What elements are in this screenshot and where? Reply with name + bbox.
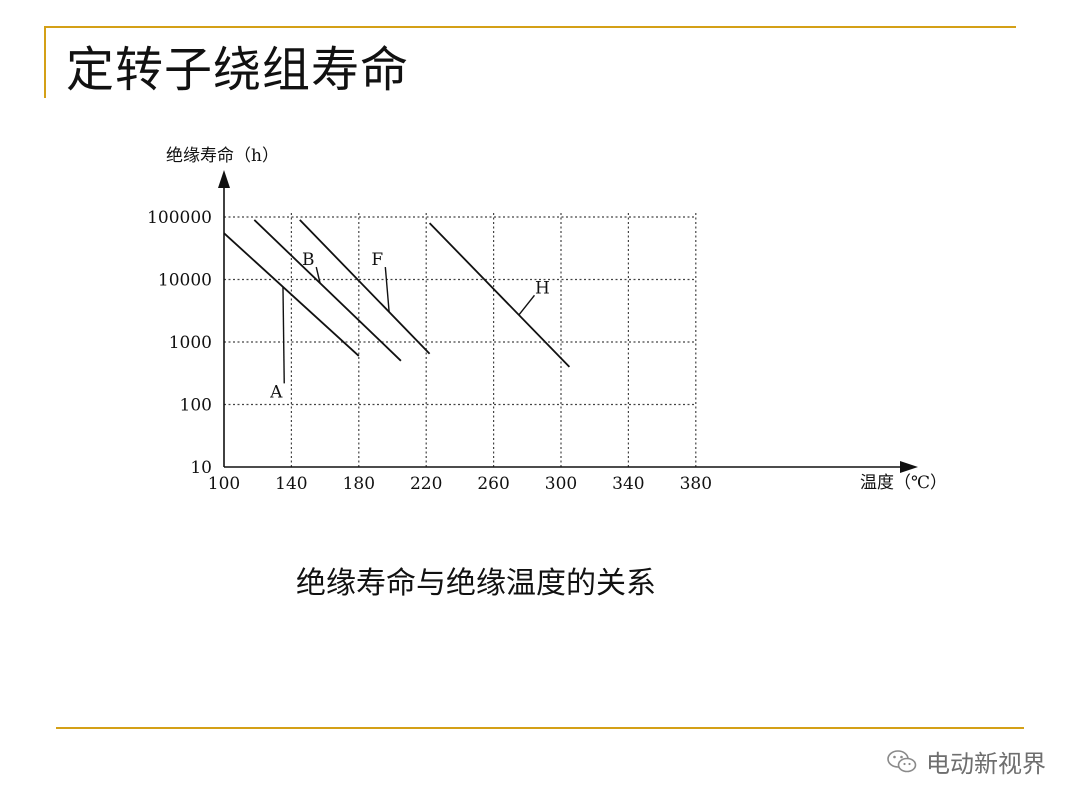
x-tick-label: 180 [343, 474, 375, 494]
x-tick-label: 380 [680, 474, 712, 494]
watermark: 电动新视界 [886, 744, 1046, 779]
footer-accent-line [56, 727, 1024, 729]
y-tick-label: 10000 [158, 271, 212, 291]
series-line-H [428, 222, 571, 368]
series-annotations: A B F H [269, 250, 550, 402]
annotation-leader-A [282, 286, 285, 384]
title-accent-top-line [44, 26, 1016, 28]
annotation-label-H: H [535, 278, 550, 298]
x-tick-label: 340 [612, 474, 644, 494]
series-line-A [223, 232, 360, 357]
series-line-F [299, 219, 431, 355]
chart-series [223, 219, 571, 368]
x-tick-labels: 100 140 180 220 260 300 340 380 [208, 474, 712, 494]
y-tick-label: 10 [190, 458, 212, 478]
x-tick-label: 300 [545, 474, 577, 494]
x-tick-label: 140 [275, 474, 307, 494]
slide-title: 定转子绕组寿命 [66, 42, 410, 98]
title-accent-left-line [44, 26, 46, 98]
x-axis-label: 温度（℃） [860, 473, 947, 493]
x-tick-label: 220 [410, 474, 442, 494]
chart-caption: 绝缘寿命与绝缘温度的关系 [296, 566, 656, 601]
chart-grid [224, 211, 697, 467]
annotation-leader-H [518, 294, 536, 316]
annotation-label-A: A [269, 382, 283, 402]
y-tick-labels: 10 100 1000 10000 100000 [147, 208, 212, 478]
y-tick-label: 1000 [169, 333, 212, 353]
annotation-label-B: B [302, 250, 315, 270]
x-tick-label: 260 [477, 474, 509, 494]
series-line-B [253, 219, 402, 362]
watermark-text: 电动新视界 [926, 750, 1046, 778]
insulation-life-chart: 100 140 180 220 260 300 340 380 101001000100001… [147, 146, 947, 494]
x-axis-arrow [900, 461, 918, 473]
wechat-icon [886, 748, 918, 776]
annotation-label-F: F [371, 250, 383, 270]
x-tick-label: 100 [208, 474, 240, 494]
y-axis-arrow [218, 170, 230, 188]
annotation-leader-B [315, 266, 321, 284]
chart-axes [218, 170, 918, 473]
annotation-leader-F [384, 267, 390, 313]
y-tick-label: 100 [180, 396, 212, 416]
y-axis-label: 绝缘寿命（h） [166, 146, 279, 166]
y-tick-label: 100000 [147, 208, 212, 228]
